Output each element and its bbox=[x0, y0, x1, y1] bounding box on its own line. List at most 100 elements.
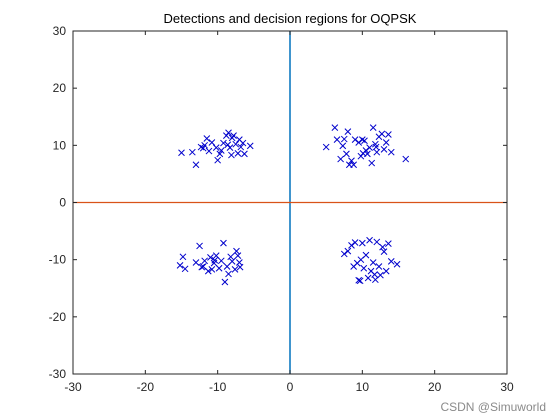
data-point bbox=[212, 252, 220, 260]
data-point bbox=[355, 276, 363, 284]
data-point bbox=[393, 260, 401, 268]
ticks-layer: -30 -20 -10 0 10 20 30 -30 -20 -10 0 10 20 30 bbox=[49, 24, 514, 394]
x-tick-label: -30 bbox=[64, 380, 82, 394]
data-point bbox=[380, 145, 388, 153]
data-point bbox=[220, 139, 227, 147]
data-point bbox=[227, 253, 235, 261]
watermark: CSDN @Simuworld bbox=[440, 400, 546, 414]
data-point bbox=[351, 136, 359, 143]
data-point bbox=[369, 124, 377, 131]
chart-title: Detections and decision regions for OQPS… bbox=[164, 11, 417, 26]
data-point bbox=[201, 257, 209, 265]
x-tick-label: 20 bbox=[428, 380, 442, 394]
data-point bbox=[385, 131, 392, 138]
data-point bbox=[233, 247, 240, 255]
decision-lines bbox=[73, 31, 507, 374]
data-point bbox=[344, 128, 352, 135]
data-point bbox=[205, 147, 213, 155]
data-point bbox=[356, 277, 364, 285]
data-point bbox=[211, 256, 219, 264]
data-point bbox=[230, 132, 237, 139]
data-point bbox=[216, 150, 224, 158]
data-point bbox=[234, 149, 242, 157]
y-tick-label: 30 bbox=[53, 24, 67, 38]
data-point bbox=[402, 155, 410, 163]
data-point bbox=[331, 124, 339, 131]
data-point bbox=[343, 150, 350, 158]
data-point bbox=[333, 136, 341, 143]
data-point bbox=[228, 258, 236, 265]
x-tick-label: 30 bbox=[500, 380, 514, 394]
y-tick-label: -10 bbox=[49, 253, 67, 267]
data-point bbox=[196, 242, 203, 250]
data-point bbox=[217, 147, 225, 154]
data-point bbox=[176, 262, 184, 269]
y-tick-label: 20 bbox=[53, 81, 67, 95]
data-point bbox=[201, 141, 209, 149]
x-tick-label: 0 bbox=[287, 380, 294, 394]
data-point bbox=[344, 247, 352, 255]
data-point bbox=[234, 252, 242, 260]
data-point bbox=[181, 265, 189, 273]
data-point bbox=[322, 143, 330, 151]
data-point bbox=[188, 148, 196, 156]
data-point bbox=[207, 254, 214, 261]
data-point bbox=[239, 139, 247, 147]
data-point bbox=[377, 271, 384, 279]
data-point bbox=[337, 155, 344, 163]
data-point bbox=[198, 263, 206, 271]
data-point bbox=[241, 150, 248, 158]
data-point bbox=[364, 274, 372, 282]
data-point bbox=[380, 248, 388, 256]
data-point bbox=[361, 137, 368, 145]
data-point bbox=[371, 271, 378, 278]
data-point bbox=[197, 143, 205, 151]
data-point bbox=[178, 149, 185, 157]
data-point bbox=[382, 267, 390, 275]
data-point bbox=[366, 236, 373, 244]
y-tick-label: -30 bbox=[49, 367, 67, 381]
data-point bbox=[368, 159, 376, 167]
data-point bbox=[362, 251, 370, 259]
data-point bbox=[215, 264, 223, 272]
data-point bbox=[387, 148, 395, 156]
data-point bbox=[220, 239, 227, 247]
data-point bbox=[225, 129, 232, 137]
data-point bbox=[340, 135, 348, 143]
data-point bbox=[373, 238, 381, 246]
x-tick-label: -10 bbox=[209, 380, 227, 394]
data-point bbox=[355, 139, 363, 146]
data-point bbox=[236, 263, 244, 271]
data-point bbox=[351, 239, 359, 246]
data-point bbox=[226, 144, 234, 151]
x-tick-label: -20 bbox=[137, 380, 155, 394]
data-point bbox=[179, 253, 187, 261]
data-point bbox=[369, 259, 377, 266]
data-point bbox=[360, 264, 368, 272]
data-point bbox=[192, 259, 200, 266]
y-tick-label: 0 bbox=[59, 196, 66, 210]
x-tick-label: 10 bbox=[356, 380, 370, 394]
y-tick-label: -20 bbox=[49, 310, 67, 324]
data-point bbox=[214, 156, 222, 164]
data-point bbox=[223, 263, 231, 270]
data-point bbox=[199, 263, 207, 270]
data-point bbox=[348, 157, 355, 165]
data-point bbox=[192, 161, 200, 169]
data-point bbox=[208, 139, 216, 146]
data-point bbox=[340, 250, 348, 258]
data-point bbox=[212, 144, 220, 151]
data-point bbox=[378, 130, 386, 138]
data-point bbox=[385, 240, 392, 248]
data-point bbox=[208, 266, 216, 273]
data-point bbox=[358, 239, 366, 247]
data-point bbox=[348, 242, 355, 249]
data-point bbox=[232, 140, 240, 148]
data-point bbox=[231, 266, 239, 273]
data-point bbox=[237, 143, 245, 151]
data-point bbox=[225, 270, 232, 278]
data-point bbox=[246, 142, 254, 150]
data-point bbox=[350, 161, 358, 169]
data-point bbox=[221, 278, 229, 286]
